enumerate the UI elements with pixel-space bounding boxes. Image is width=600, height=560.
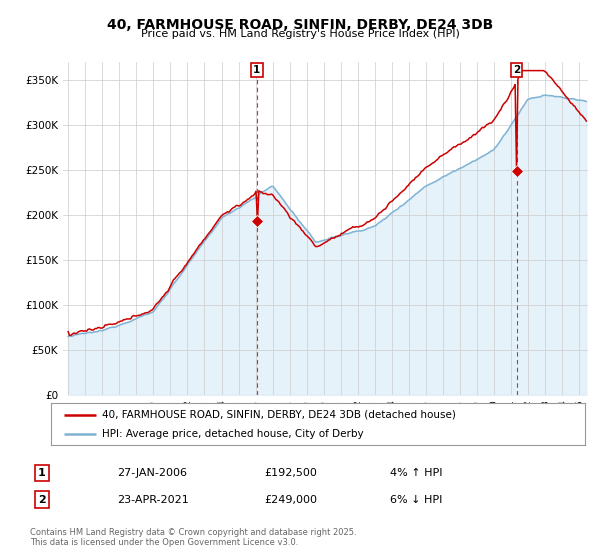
Text: 1: 1 bbox=[38, 468, 46, 478]
Text: 2: 2 bbox=[38, 494, 46, 505]
Text: 1: 1 bbox=[253, 65, 260, 75]
Text: HPI: Average price, detached house, City of Derby: HPI: Average price, detached house, City… bbox=[102, 429, 364, 439]
Text: Contains HM Land Registry data © Crown copyright and database right 2025.
This d: Contains HM Land Registry data © Crown c… bbox=[30, 528, 356, 547]
Text: 4% ↑ HPI: 4% ↑ HPI bbox=[390, 468, 443, 478]
Text: 23-APR-2021: 23-APR-2021 bbox=[117, 494, 189, 505]
Text: 40, FARMHOUSE ROAD, SINFIN, DERBY, DE24 3DB: 40, FARMHOUSE ROAD, SINFIN, DERBY, DE24 … bbox=[107, 18, 493, 32]
Text: £192,500: £192,500 bbox=[264, 468, 317, 478]
Text: 27-JAN-2006: 27-JAN-2006 bbox=[117, 468, 187, 478]
Text: Price paid vs. HM Land Registry's House Price Index (HPI): Price paid vs. HM Land Registry's House … bbox=[140, 29, 460, 39]
Text: 2: 2 bbox=[513, 65, 520, 75]
Text: 6% ↓ HPI: 6% ↓ HPI bbox=[390, 494, 442, 505]
Text: 40, FARMHOUSE ROAD, SINFIN, DERBY, DE24 3DB (detached house): 40, FARMHOUSE ROAD, SINFIN, DERBY, DE24 … bbox=[102, 409, 455, 419]
Text: £249,000: £249,000 bbox=[264, 494, 317, 505]
